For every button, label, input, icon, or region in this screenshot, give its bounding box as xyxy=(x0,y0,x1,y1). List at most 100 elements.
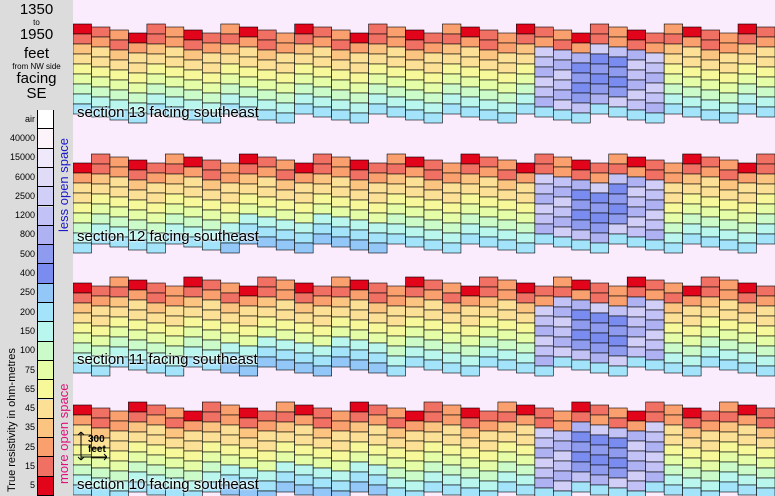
resistivity-cell xyxy=(756,467,775,479)
resistivity-cell xyxy=(608,407,628,419)
resistivity-cell xyxy=(294,232,314,244)
resistivity-cell xyxy=(737,342,757,354)
resistivity-cell xyxy=(719,481,739,493)
resistivity-cell xyxy=(183,69,203,81)
resistivity-cell xyxy=(756,325,775,337)
resistivity-cell xyxy=(442,312,462,324)
resistivity-cell xyxy=(682,56,702,68)
resistivity-cell xyxy=(423,441,443,453)
resistivity-cell xyxy=(91,285,111,297)
resistivity-cell xyxy=(165,335,185,347)
resistivity-cell xyxy=(386,26,406,38)
resistivity-cell xyxy=(73,212,92,224)
legend-swatch xyxy=(38,206,53,226)
resistivity-cell xyxy=(442,103,462,115)
resistivity-cell xyxy=(737,182,757,194)
resistivity-cell xyxy=(460,203,480,215)
resistivity-cell xyxy=(534,163,554,175)
resistivity-cell xyxy=(497,112,517,124)
resistivity-cell xyxy=(331,480,351,492)
resistivity-cell xyxy=(165,437,185,449)
resistivity-cell xyxy=(682,36,702,48)
resistivity-cell xyxy=(294,103,314,115)
resistivity-cell xyxy=(589,464,610,476)
resistivity-cell xyxy=(73,242,92,254)
resistivity-cell xyxy=(257,236,277,248)
resistivity-cell xyxy=(645,199,665,211)
resistivity-cell xyxy=(294,454,314,466)
resistivity-cell xyxy=(128,299,148,311)
resistivity-cell xyxy=(146,43,166,55)
resistivity-cell xyxy=(405,69,425,81)
legend-label: 400 xyxy=(19,268,35,279)
resistivity-cell xyxy=(386,153,406,165)
resistivity-cell xyxy=(146,424,166,436)
resistivity-cell xyxy=(460,417,480,429)
resistivity-cell xyxy=(497,82,517,94)
resistivity-cell xyxy=(700,186,720,198)
resistivity-cell xyxy=(589,192,610,204)
resistivity-cell xyxy=(349,299,369,311)
resistivity-cell xyxy=(220,414,240,426)
resistivity-cell xyxy=(479,450,499,462)
resistivity-cell xyxy=(571,112,591,124)
resistivity-cell xyxy=(368,362,388,374)
resistivity-cell xyxy=(589,332,610,344)
resistivity-cell xyxy=(645,299,665,311)
resistivity-cell xyxy=(756,106,775,118)
resistivity-cell xyxy=(405,356,425,368)
resistivity-cell xyxy=(645,481,665,493)
resistivity-cell xyxy=(700,226,720,238)
resistivity-cell xyxy=(128,199,148,211)
resistivity-cell xyxy=(146,464,166,476)
resistivity-cell xyxy=(386,36,406,48)
resistivity-cell xyxy=(128,92,148,104)
resistivity-cell xyxy=(257,29,277,41)
resistivity-cell xyxy=(442,322,462,334)
resistivity-cell xyxy=(405,470,425,482)
resistivity-cell xyxy=(386,193,406,205)
resistivity-cell xyxy=(608,213,628,225)
resistivity-cell xyxy=(312,487,332,496)
resistivity-cell xyxy=(534,315,554,327)
legend-label: 15 xyxy=(24,461,35,472)
resistivity-cell xyxy=(331,410,351,422)
resistivity-cell xyxy=(202,451,222,463)
resistivity-cell xyxy=(608,487,628,496)
resistivity-cell xyxy=(128,461,148,473)
resistivity-cell xyxy=(663,484,683,496)
resistivity-cell xyxy=(497,299,517,311)
resistivity-cell xyxy=(146,73,166,85)
resistivity-cell xyxy=(516,43,536,55)
resistivity-cell xyxy=(331,306,351,318)
resistivity-cell xyxy=(368,23,388,35)
resistivity-cell xyxy=(626,286,646,298)
legend-label: 150 xyxy=(19,325,35,336)
resistivity-cell xyxy=(756,365,775,377)
resistivity-cell xyxy=(442,182,462,194)
resistivity-cell xyxy=(626,326,646,338)
resistivity-cell xyxy=(442,162,462,174)
resistivity-grid xyxy=(73,23,775,496)
resistivity-cell xyxy=(460,487,480,496)
resistivity-cell xyxy=(756,487,775,496)
resistivity-cell xyxy=(349,52,369,64)
resistivity-cell xyxy=(109,69,129,81)
resistivity-cell xyxy=(663,212,683,224)
resistivity-cell xyxy=(183,326,203,338)
resistivity-cell xyxy=(479,206,499,218)
resistivity-cell xyxy=(146,212,166,224)
resistivity-cell xyxy=(608,447,628,459)
resistivity-cell xyxy=(73,312,92,324)
resistivity-cell xyxy=(294,202,314,214)
resistivity-cell xyxy=(682,285,702,297)
resistivity-cell xyxy=(386,345,406,357)
resistivity-cell xyxy=(312,345,332,357)
resistivity-cell xyxy=(608,233,628,245)
resistivity-cell xyxy=(257,346,277,358)
resistivity-cell xyxy=(165,365,185,377)
legend-swatch xyxy=(38,245,53,265)
resistivity-cell xyxy=(534,193,554,205)
resistivity-cell xyxy=(608,96,628,108)
resistivity-cell xyxy=(682,407,702,419)
